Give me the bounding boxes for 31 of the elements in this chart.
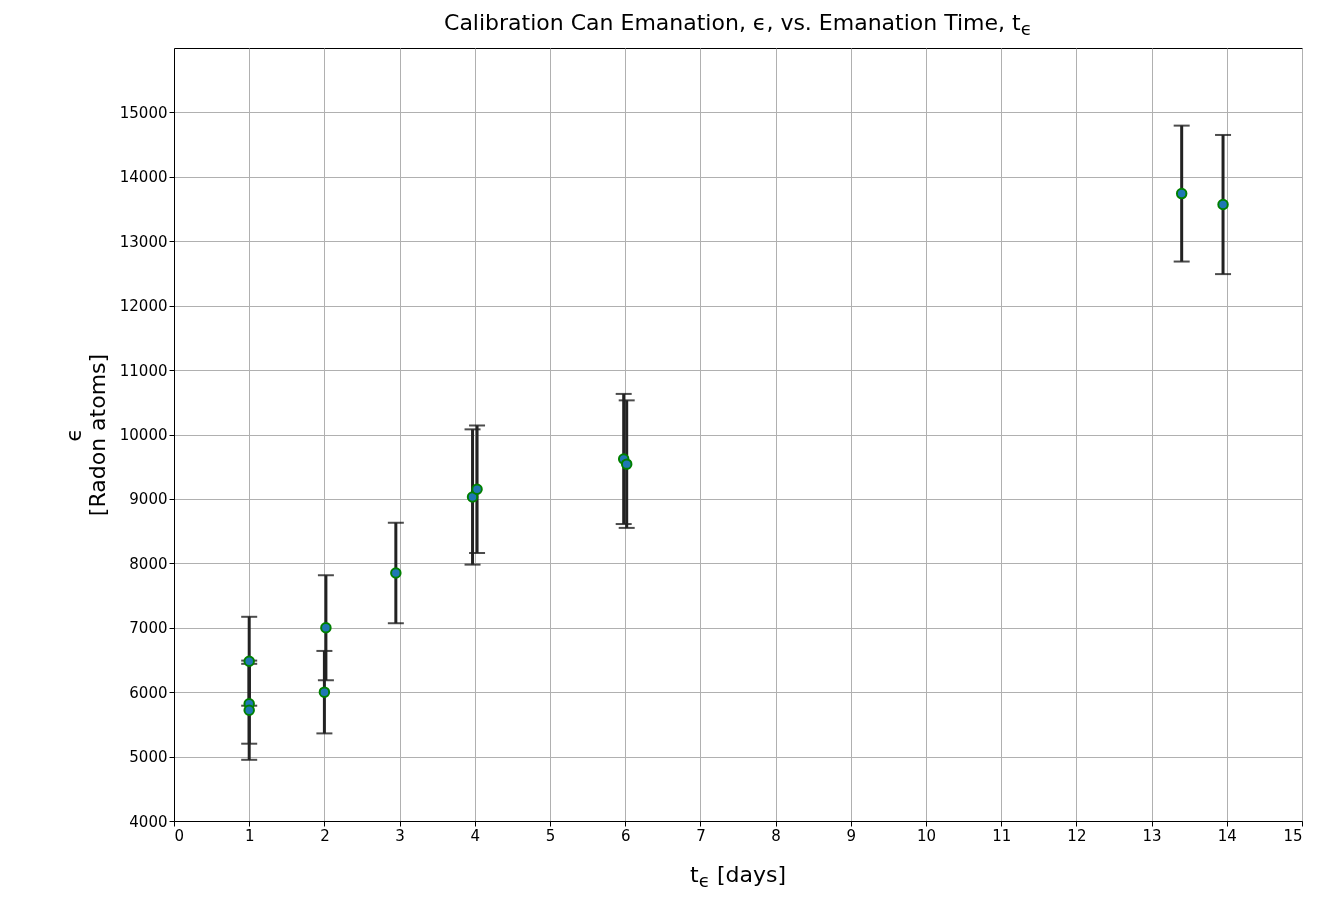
x-tick-label: 6 bbox=[620, 826, 631, 845]
x-tick-label: 3 bbox=[395, 826, 405, 845]
x-tick-label: 11 bbox=[992, 826, 1012, 845]
y-tick-label: 10000 bbox=[119, 426, 168, 444]
x-tick-label: 0 bbox=[174, 826, 185, 845]
x-tick-label: 7 bbox=[696, 826, 706, 845]
chart-title: Calibration Can Emanation, ϵ, vs. Emanation Time, t$_{ϵ}$ bbox=[443, 10, 1033, 40]
x-tick-label: 4 bbox=[470, 826, 481, 845]
x-tick-label: 13 bbox=[1142, 826, 1162, 845]
y-axis-title: ϵ [Radon atoms] bbox=[60, 353, 110, 517]
x-tick-label: 8 bbox=[771, 826, 781, 845]
y-tick-label: 15000 bbox=[119, 103, 168, 122]
y-tick-label: 9000 bbox=[129, 490, 168, 509]
y-tick-label: 6000 bbox=[129, 683, 168, 702]
y-tick-label: 11000 bbox=[119, 361, 168, 380]
x-tick-label: 9 bbox=[846, 826, 857, 845]
x-tick-label: 14 bbox=[1217, 826, 1237, 845]
y-tick-label: 7000 bbox=[129, 619, 168, 638]
x-tick-label: 5 bbox=[545, 826, 556, 845]
x-tick-label: 12 bbox=[1067, 826, 1087, 845]
y-tick-label: 14000 bbox=[119, 168, 168, 187]
x-tick-label: 2 bbox=[320, 826, 330, 845]
x-tick-label: 10 bbox=[916, 826, 937, 845]
x-tick-label: 15 bbox=[1283, 826, 1303, 845]
y-tick-label: 4000 bbox=[129, 812, 168, 831]
x-axis-title: t$_{ϵ}$ [days] bbox=[689, 862, 787, 892]
y-tick-label: 5000 bbox=[129, 748, 168, 767]
y-tick-label: 8000 bbox=[129, 554, 168, 573]
x-tick-label: 1 bbox=[244, 826, 255, 845]
y-tick-label: 13000 bbox=[119, 232, 168, 251]
y-tick-label: 12000 bbox=[119, 297, 168, 316]
